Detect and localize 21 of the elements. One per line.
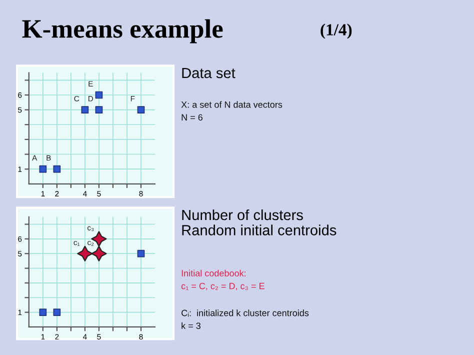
point (137, 106, 145, 114)
text: K-means example (22, 19, 223, 44)
point (53, 165, 61, 173)
point (95, 106, 103, 114)
point (137, 250, 145, 258)
text: X: a set of N data vectors (181, 101, 282, 108)
text: N = 6 (182, 114, 202, 121)
text: c₁ = C, c₂ = D, c₃ = E (181, 282, 264, 290)
point (39, 308, 47, 316)
text: Initial codebook: (182, 270, 246, 276)
text: k = 3 (182, 322, 200, 329)
text: (1/4) (320, 24, 352, 39)
point (53, 308, 61, 316)
text: Cᵢ: initialized k cluster centroids (182, 310, 309, 317)
point (77, 246, 93, 262)
text: Number of clusters Random initial centroids (182, 209, 336, 236)
point (91, 246, 107, 262)
point (95, 91, 103, 99)
point (39, 165, 47, 173)
point (81, 106, 89, 114)
text: Data set (182, 68, 236, 78)
